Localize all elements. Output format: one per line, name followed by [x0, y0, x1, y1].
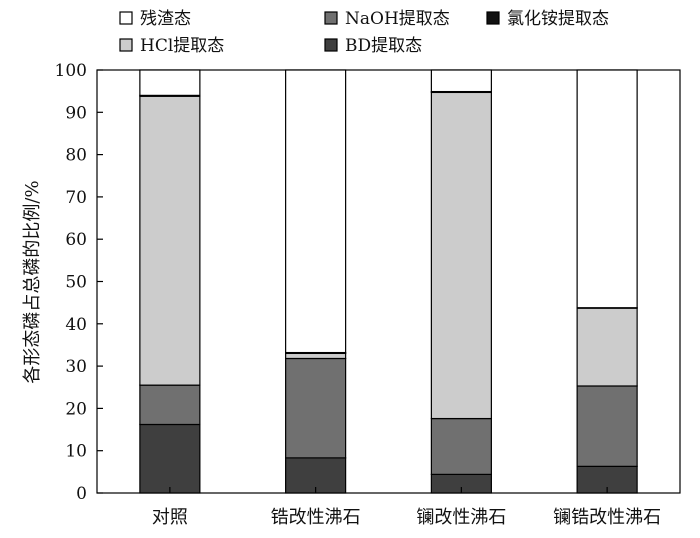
- bar-segment: [431, 419, 491, 475]
- bar-segment: [577, 386, 637, 466]
- x-category-label: 镧改性沸石: [416, 507, 506, 528]
- bar-segment: [286, 358, 346, 457]
- legend-swatch: [325, 39, 337, 51]
- y-axis-label: 各形态磷占总磷的比例/%: [22, 180, 43, 383]
- y-tick-label: 100: [55, 61, 87, 81]
- x-category-label: 对照: [152, 507, 188, 528]
- y-tick-label: 0: [76, 484, 87, 504]
- bar-segment: [431, 70, 491, 92]
- legend-label: 残渣态: [140, 9, 191, 29]
- plot-area: 0 10 20 30 40 50 60 70 80 90 100 对照 锆改性沸石 镧改性沸石 镧锆改性沸石: [55, 61, 680, 528]
- bar-segment: [577, 70, 637, 308]
- legend-swatch: [120, 39, 132, 51]
- legend-label: BD提取态: [345, 36, 422, 56]
- x-category-label: 镧锆改性沸石: [553, 507, 661, 528]
- y-tick-label: 30: [65, 357, 87, 377]
- y-tick-label: 90: [65, 103, 87, 123]
- legend: 残渣态 NaOH提取态 氯化铵提取态 HCl提取态 BD提取态: [120, 9, 609, 56]
- y-tick-label: 50: [65, 273, 87, 293]
- legend-swatch: [325, 12, 337, 24]
- legend-swatch: [120, 12, 132, 24]
- x-category-label: 锆改性沸石: [271, 507, 361, 528]
- bar-segment: [140, 70, 200, 95]
- bar-segment: [286, 70, 346, 353]
- bar-segment: [140, 424, 200, 493]
- legend-label: NaOH提取态: [345, 9, 450, 29]
- bar-segment: [431, 92, 491, 418]
- legend-label: HCl提取态: [140, 36, 224, 56]
- y-tick-label: 60: [65, 230, 87, 250]
- legend-swatch: [487, 12, 499, 24]
- bar-segment: [140, 96, 200, 385]
- y-tick-label: 70: [65, 188, 87, 208]
- y-tick-label: 20: [65, 399, 87, 419]
- y-tick-label: 10: [65, 442, 87, 462]
- y-tick-label: 40: [65, 315, 87, 335]
- bar-segment: [140, 385, 200, 424]
- y-tick-label: 80: [65, 146, 87, 166]
- bar-segment: [286, 353, 346, 358]
- bar-segment: [577, 308, 637, 386]
- legend-label: 氯化铵提取态: [507, 9, 609, 29]
